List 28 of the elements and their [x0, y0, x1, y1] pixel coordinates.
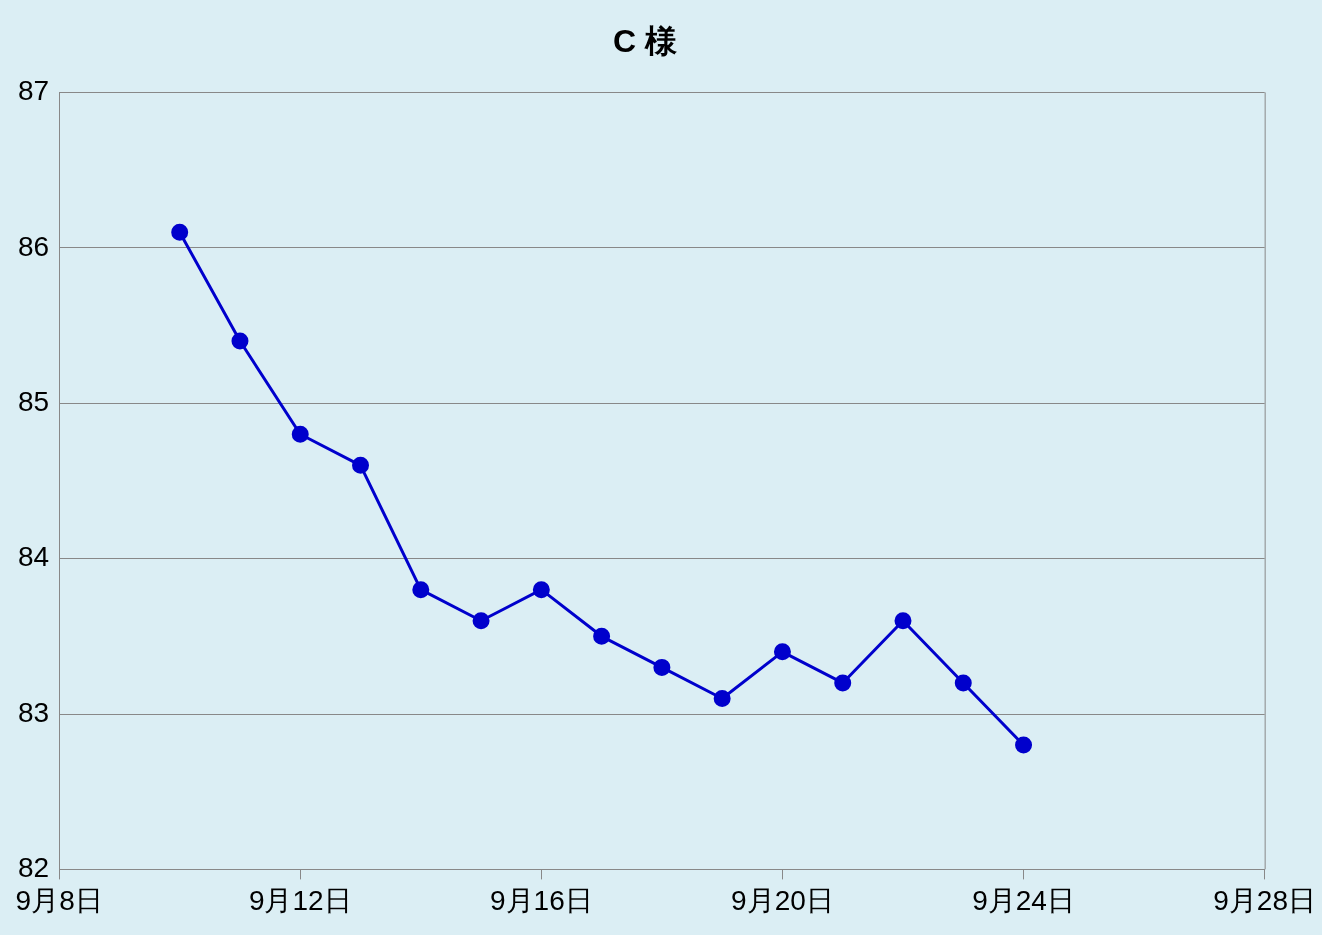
point [472, 612, 490, 630]
point [894, 612, 912, 630]
x-tick-label: 9月8日 [15, 884, 103, 916]
x-tick-label: 9月16日 [489, 884, 593, 916]
y-tick-label: 86 [17, 230, 50, 262]
x-tick-label: 9月28日 [1213, 884, 1316, 916]
point [352, 456, 370, 474]
point [653, 658, 671, 676]
chart-title: C 様 [613, 23, 677, 60]
y-tick-label: 87 [17, 75, 50, 107]
point [171, 223, 189, 241]
point [834, 674, 852, 692]
x-tick-label: 9月24日 [972, 884, 1075, 916]
y-tick-label: 83 [17, 696, 50, 728]
point [532, 581, 550, 599]
point [291, 425, 309, 443]
y-tick-label: 84 [17, 541, 50, 573]
point [1015, 736, 1033, 754]
x-tick-label: 9月12日 [248, 884, 352, 916]
point [412, 581, 430, 599]
y-tick-label: 82 [17, 852, 50, 884]
point [954, 674, 972, 692]
point [593, 627, 611, 645]
y-tick-label: 85 [17, 385, 50, 417]
x-tick-label: 9月20日 [731, 884, 834, 916]
point [713, 689, 731, 707]
point [231, 332, 249, 350]
point [773, 643, 791, 661]
